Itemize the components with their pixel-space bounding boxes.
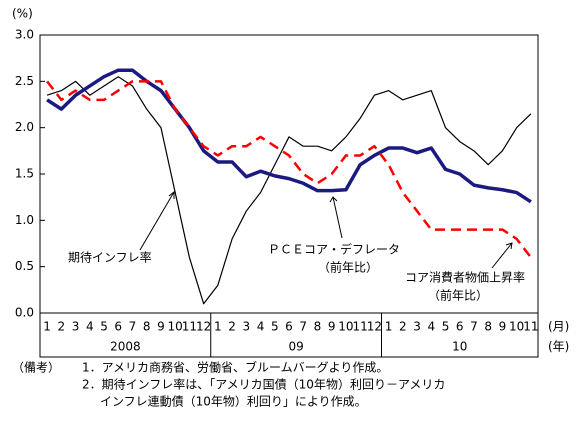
y-tick-label: 0.0	[15, 306, 34, 320]
x-tick-label: 12	[196, 320, 211, 334]
x-tick-label: 11	[523, 320, 538, 334]
x-unit-month: (月)	[548, 320, 569, 334]
x-tick-label: 8	[143, 320, 151, 334]
x-tick-label: 7	[470, 320, 478, 334]
x-tick-label: 9	[328, 320, 336, 334]
x-tick-label: 7	[129, 320, 137, 334]
series-label-note: （前年比）	[318, 260, 378, 275]
x-tick-label: 6	[285, 320, 293, 334]
x-tick-label: 7	[299, 320, 307, 334]
x-tick-label: 11	[353, 320, 368, 334]
year-label: 2008	[110, 340, 141, 354]
x-tick-label: 11	[182, 320, 197, 334]
x-tick-label: 8	[484, 320, 492, 334]
x-tick-label: 3	[72, 320, 80, 334]
x-tick-label: 4	[86, 320, 94, 334]
x-tick-label: 9	[499, 320, 507, 334]
x-tick-label: 9	[157, 320, 165, 334]
series-line	[46, 80, 532, 259]
y-tick-label: 1.0	[15, 213, 34, 227]
x-tick-label: 1	[43, 320, 51, 334]
y-unit: (%)	[12, 7, 33, 21]
series-label: ＰＣＥコア・デフレータ	[268, 242, 400, 257]
x-tick-label: 1	[385, 320, 393, 334]
x-tick-label: 6	[456, 320, 464, 334]
y-tick-label: 2.5	[15, 74, 34, 88]
y-tick-label: 2.0	[15, 120, 34, 134]
x-unit-year: (年)	[548, 340, 569, 354]
series-line	[46, 68, 532, 204]
notes-head: （備考）	[12, 360, 60, 375]
x-label-frame	[39, 312, 539, 358]
series-label-note: （前年比）	[428, 288, 488, 303]
x-tick-label: 3	[242, 320, 250, 334]
x-tick-label: 3	[413, 320, 421, 334]
series-label: 期待インフレ率	[68, 250, 152, 265]
y-tick-label: 3.0	[15, 28, 34, 42]
note-line: インフレ連動債（10年物）利回り」により作成。	[100, 394, 367, 409]
x-tick-label: 4	[427, 320, 435, 334]
x-tick-label: 10	[509, 320, 524, 334]
x-tick-label: 2	[399, 320, 407, 334]
x-tick-label: 5	[442, 320, 450, 334]
note-line: 1．アメリカ商務省、労働省、ブルームバーグより作成。	[82, 360, 388, 375]
x-tick-label: 8	[314, 320, 322, 334]
y-tick-label: 0.5	[15, 259, 34, 273]
x-tick-label: 4	[257, 320, 265, 334]
series-label: コア消費者物価上昇率	[405, 270, 525, 285]
y-tick-label: 1.5	[15, 167, 34, 181]
x-tick-label: 2	[228, 320, 236, 334]
arrows	[139, 190, 513, 269]
year-label: 10	[452, 340, 467, 354]
note-line: 2．期待インフレ率は、「アメリカ国債（10年物）利回り－アメリカ	[82, 377, 445, 392]
x-tick-label: 2	[58, 320, 66, 334]
x-tick-label: 10	[338, 320, 353, 334]
series-line	[46, 76, 532, 305]
x-tick-label: 5	[100, 320, 108, 334]
x-tick-label: 10	[168, 320, 183, 334]
x-tick-label: 12	[367, 320, 382, 334]
year-label: 09	[288, 340, 303, 354]
x-tick-label: 1	[214, 320, 222, 334]
x-tick-label: 6	[114, 320, 122, 334]
x-tick-label: 5	[271, 320, 279, 334]
